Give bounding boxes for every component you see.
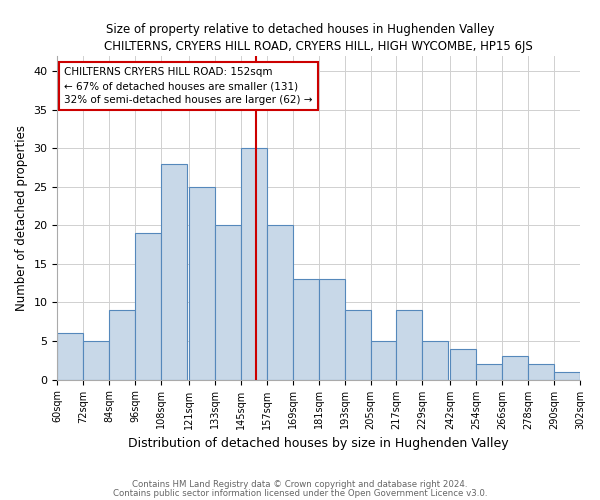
Bar (319, 280, 344, 380)
Bar (422, 341, 448, 380)
Bar (135, 233, 161, 380)
Text: Contains HM Land Registry data © Crown copyright and database right 2024.: Contains HM Land Registry data © Crown c… (132, 480, 468, 489)
Text: Size of property relative to detached houses in Hughenden Valley: Size of property relative to detached ho… (106, 22, 494, 36)
Bar (451, 348, 476, 380)
Bar (267, 226, 293, 380)
Bar (161, 164, 187, 380)
Bar (476, 364, 502, 380)
Bar (580, 372, 600, 380)
Title: CHILTERNS, CRYERS HILL ROAD, CRYERS HILL, HIGH WYCOMBE, HP15 6JS: CHILTERNS, CRYERS HILL ROAD, CRYERS HILL… (104, 40, 533, 53)
Text: CHILTERNS CRYERS HILL ROAD: 152sqm
← 67% of detached houses are smaller (131)
32: CHILTERNS CRYERS HILL ROAD: 152sqm ← 67%… (64, 67, 313, 105)
X-axis label: Distribution of detached houses by size in Hughenden Valley: Distribution of detached houses by size … (128, 437, 509, 450)
Bar (528, 364, 554, 380)
Bar (397, 310, 422, 380)
Bar (215, 226, 241, 380)
Bar (241, 148, 267, 380)
Bar (554, 372, 580, 380)
Bar (109, 310, 135, 380)
Y-axis label: Number of detached properties: Number of detached properties (15, 124, 28, 310)
Bar (371, 341, 397, 380)
Bar (58, 334, 83, 380)
Text: Contains public sector information licensed under the Open Government Licence v3: Contains public sector information licen… (113, 490, 487, 498)
Bar (83, 341, 109, 380)
Bar (293, 280, 319, 380)
Bar (344, 310, 371, 380)
Bar (502, 356, 528, 380)
Bar (189, 186, 215, 380)
